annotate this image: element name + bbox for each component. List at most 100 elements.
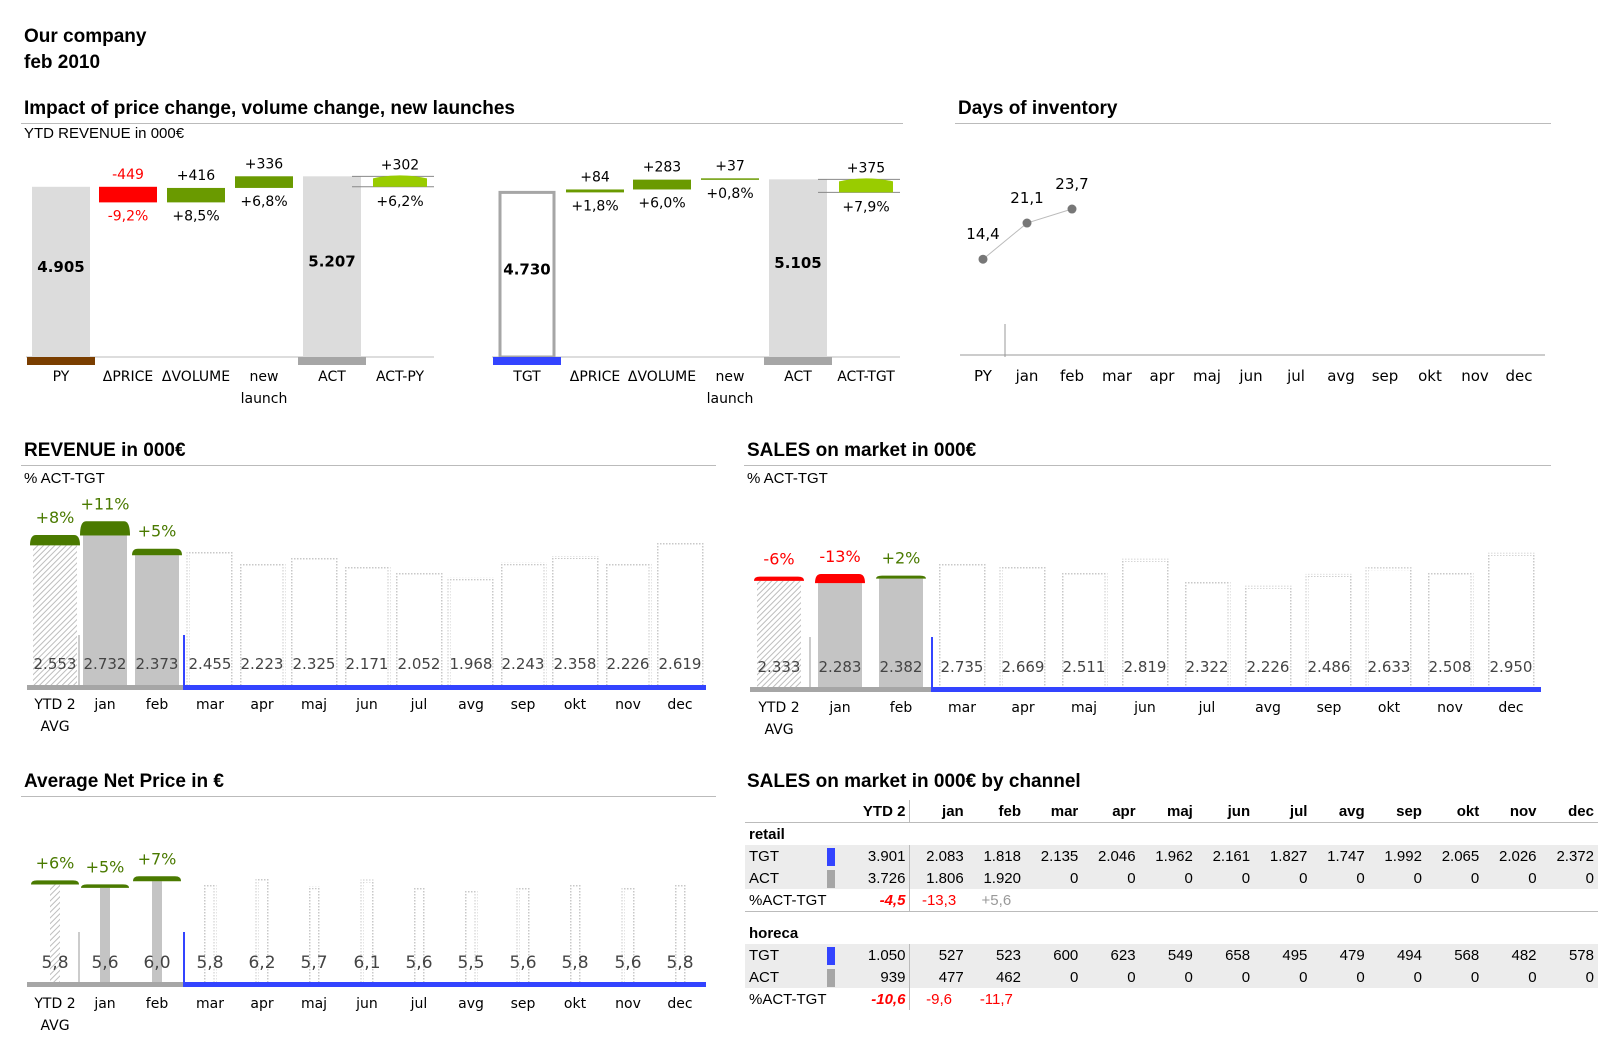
channel-header-sep: sep <box>1368 800 1426 823</box>
rev-deviation-bar-2 <box>132 548 182 556</box>
channel-cell <box>1483 988 1540 1010</box>
sales-bar-7 <box>1186 584 1228 687</box>
channel-cell: 2.083 <box>926 847 964 865</box>
channel-cell: 0 <box>1069 968 1079 986</box>
price-value-label-11: 5,6 <box>614 953 641 973</box>
wf2-cat-2: ΔVOLUME <box>628 369 696 385</box>
rev-bar-9 <box>502 565 544 685</box>
channel-cell: 494 <box>1396 946 1422 964</box>
rev-bar-4 <box>241 566 283 685</box>
channel-cell: +5,6 <box>981 891 1012 909</box>
sales-cat-0: YTD 2 <box>757 700 799 716</box>
row-marker <box>826 969 835 987</box>
bridge-subtitle: YTD REVENUE in 000€ <box>24 125 185 142</box>
channel-cell <box>1426 988 1483 1010</box>
channel-cell: 0 <box>1299 968 1308 986</box>
wf2-delta-label-3: +37 <box>715 158 745 174</box>
sales-value-label-2: 2.382 <box>880 658 923 676</box>
channel-cell: 578 <box>1568 946 1594 964</box>
channel-row-horeca-pct-act-tgt: %ACT-TGT -10,6 -9,6 -11,7 <box>745 988 1598 1010</box>
days-cat-9: sep <box>1372 367 1399 385</box>
days-cat-4: apr <box>1150 367 1176 385</box>
channel-cell: 482 <box>1511 946 1537 964</box>
rev-value-label-1: 2.732 <box>84 655 127 673</box>
channel-header-jun: jun <box>1196 800 1255 823</box>
channel-cell: 1.920 <box>983 869 1021 887</box>
wf2-base-marker-0 <box>493 357 561 365</box>
rev-value-label-6: 2.171 <box>346 655 389 673</box>
channel-cell: 1.827 <box>1269 847 1308 865</box>
rev-cat-8: avg <box>458 697 484 713</box>
sales-bar-2 <box>879 578 923 687</box>
channel-cell: -4,5 <box>832 889 911 912</box>
price-bar-1 <box>100 887 110 982</box>
rev-bar-11 <box>607 566 649 685</box>
channel-cell: 0 <box>1528 869 1537 887</box>
wf1-cat-0: PY <box>53 369 70 385</box>
channel-title: SALES on market in 000€ by channel <box>747 771 1081 792</box>
channel-cell: 0 <box>1184 968 1193 986</box>
days-point-1 <box>1022 218 1032 228</box>
channel-cell <box>1483 889 1540 912</box>
channel-cell: 0 <box>1299 869 1308 887</box>
sales-bar-9 <box>1308 576 1350 687</box>
rev-bar-2 <box>135 555 179 685</box>
channel-row-label: ACT <box>745 966 835 988</box>
days-cat-12: dec <box>1506 367 1533 385</box>
sales-bar-11 <box>1429 575 1471 687</box>
sales-bar-10 <box>1368 570 1410 687</box>
channel-cell: 0 <box>1413 968 1422 986</box>
price-title: Average Net Price in € <box>21 771 716 797</box>
channel-cell: 0 <box>1127 968 1136 986</box>
sales-cat-9: sep <box>1317 700 1342 716</box>
sales-bar-0 <box>757 580 801 687</box>
wf2-bar-label-4: 5.105 <box>774 254 821 272</box>
channel-cell: 3.901 <box>832 845 911 867</box>
wf1-pct-label-2: +8,5% <box>172 208 219 224</box>
price-deviation-label-1: +5% <box>86 857 125 876</box>
days-title: Days of inventory <box>955 98 1551 124</box>
sales-title: SALES on market in 000€ <box>744 440 1551 466</box>
wf1-base-marker-4 <box>298 357 366 365</box>
price-bar-5 <box>310 889 318 982</box>
days-point-2 <box>1067 204 1077 214</box>
channel-row-retail-pct-act-tgt: %ACT-TGT -4,5 -13,3 +5,6 <box>745 889 1598 912</box>
days-cat-5: maj <box>1193 367 1221 385</box>
rev-value-label-7: 2.052 <box>398 655 441 673</box>
sales-value-label-10: 2.633 <box>1368 658 1411 676</box>
price-cat-3: mar <box>196 996 224 1012</box>
wf2-pct-label-3: +0,8% <box>706 186 753 202</box>
price-value-label-0: 5,8 <box>41 953 68 973</box>
rev-cat-3: mar <box>196 697 224 713</box>
channel-cell <box>1025 889 1082 912</box>
wf2-bar-0 <box>498 190 556 359</box>
price-deviation-bar-1 <box>81 884 129 888</box>
rev-bar-1 <box>83 535 127 685</box>
channel-cell <box>1369 988 1426 1010</box>
rev-cat-1: jan <box>93 697 115 713</box>
price-bar-10 <box>571 887 579 982</box>
rev-bar-0 <box>33 545 77 685</box>
days-cat-6: jun <box>1238 367 1262 385</box>
rev-bar-8 <box>450 580 492 685</box>
channel-cell: 0 <box>1069 869 1079 887</box>
channel-cell <box>1369 889 1426 912</box>
wf1-cat-3: new <box>250 369 279 385</box>
channel-cell: 0 <box>1241 869 1251 887</box>
rev-value-label-8: 1.968 <box>450 655 493 673</box>
wf2-cat-3: new <box>716 369 745 385</box>
channel-header-jul: jul <box>1254 800 1312 823</box>
channel-cell <box>1254 889 1311 912</box>
rev-value-label-5: 2.325 <box>293 655 336 673</box>
sales-cat-4: apr <box>1011 700 1034 716</box>
wf1-pct-label-5: +6,2% <box>376 194 423 210</box>
sales-deviation-bar-1 <box>815 574 865 584</box>
channel-cell: 939 <box>832 966 911 988</box>
wf1-pct-label-1: -9,2% <box>108 208 149 224</box>
rev-cat-7: jul <box>410 697 428 713</box>
sales-deviation-bar-0 <box>754 576 804 581</box>
bridge-title: Impact of price change, volume change, n… <box>21 98 903 124</box>
revenue-title: REVENUE in 000€ <box>21 440 716 466</box>
price-bar-11 <box>624 890 632 982</box>
channel-row-retail-act: ACT 3.726 1.806 1.920 0 0 0 0 0 0 0 0 0 0 <box>745 867 1598 889</box>
